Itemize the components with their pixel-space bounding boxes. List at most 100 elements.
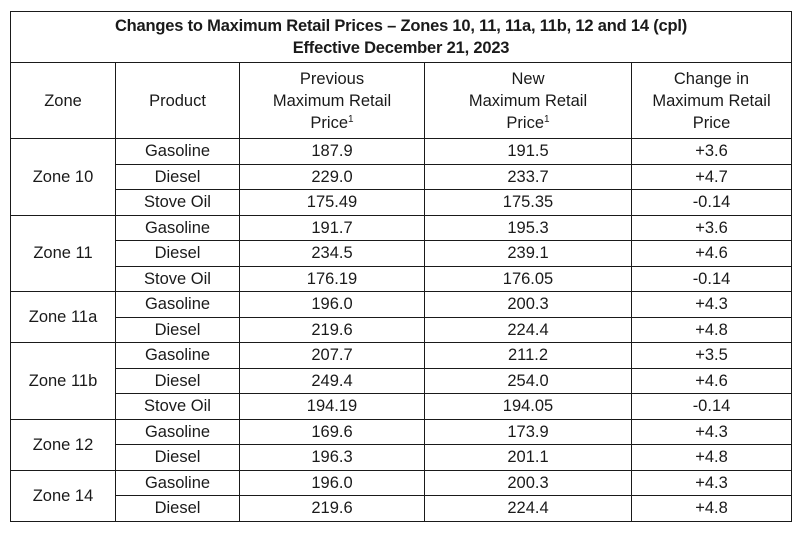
previous-price-cell: 187.9 [239, 138, 425, 165]
footnote-marker: 1 [544, 113, 550, 125]
change-cell: +4.6 [631, 240, 792, 267]
new-price-cell: 195.3 [424, 214, 632, 241]
table-title-line1: Changes to Maximum Retail Prices – Zones… [114, 17, 688, 35]
table-body: Zone 10 Gasoline 187.9 191.5 +3.6 Diesel… [10, 138, 792, 522]
previous-price-cell: 176.19 [239, 265, 425, 292]
product-cell: Stove Oil [115, 189, 240, 216]
product-cell: Stove Oil [115, 265, 240, 292]
table-row: Zone 14 Gasoline 196.0 200.3 +4.3 [10, 469, 792, 522]
previous-price-cell: 219.6 [239, 316, 425, 343]
table-row: Zone 11 Gasoline 191.7 195.3 +3.6 [10, 214, 792, 292]
table-row: Zone 11b Gasoline 207.7 211.2 +3.5 [10, 342, 792, 420]
change-cell: +4.8 [631, 316, 792, 343]
previous-price-cell: 234.5 [239, 240, 425, 267]
new-price-cell: 233.7 [424, 163, 632, 190]
product-cell: Diesel [115, 163, 240, 190]
change-cell: +4.8 [631, 444, 792, 471]
product-cell: Gasoline [115, 469, 240, 496]
table-row: Stove Oil 175.49 175.35 -0.14 [11, 189, 792, 216]
new-price-cell: 176.05 [424, 265, 632, 292]
change-cell: +4.3 [631, 291, 792, 318]
previous-price-cell: 169.6 [239, 418, 425, 445]
header-previous-line3: Price1 [240, 112, 424, 134]
table-title: Changes to Maximum Retail Prices – Zones… [10, 11, 792, 63]
zone-cell: Zone 12 [10, 418, 116, 471]
header-change-line2: Maximum Retail [652, 91, 771, 110]
table-row: Stove Oil 194.19 194.05 -0.14 [11, 393, 792, 420]
previous-price-cell: 196.0 [239, 291, 425, 318]
previous-price-cell: 249.4 [239, 367, 425, 394]
table-row: Zone 10 Gasoline 187.9 191.5 +3.6 [10, 138, 792, 216]
new-price-cell: 173.9 [424, 418, 632, 445]
new-price-cell: 194.05 [424, 393, 632, 420]
new-price-cell: 224.4 [424, 316, 632, 343]
change-cell: +3.6 [631, 214, 792, 241]
product-cell: Gasoline [115, 214, 240, 241]
new-price-cell: 254.0 [424, 367, 632, 394]
table-title-line2: Effective December 21, 2023 [292, 39, 510, 57]
header-new-price-word: Price [506, 113, 545, 132]
table-row: Diesel 234.5 239.1 +4.6 [11, 240, 792, 267]
header-product: Product [115, 62, 240, 139]
change-cell: +3.6 [631, 138, 792, 165]
change-cell: +4.7 [631, 163, 792, 190]
new-price-cell: 175.35 [424, 189, 632, 216]
new-price-cell: 224.4 [424, 495, 632, 522]
product-cell: Diesel [115, 367, 240, 394]
header-zone: Zone [10, 62, 116, 139]
previous-price-cell: 194.19 [239, 393, 425, 420]
change-cell: -0.14 [631, 393, 792, 420]
table-row: Zone 12 Gasoline 169.6 173.9 +4.3 [10, 418, 792, 471]
header-previous-price: Previous Maximum Retail Price1 [239, 62, 425, 139]
header-previous-line2: Maximum Retail [272, 91, 392, 110]
header-previous-line1: Previous [299, 69, 365, 88]
zone-cell: Zone 11 [10, 214, 116, 292]
zone-cell: Zone 10 [10, 138, 116, 216]
change-cell: +4.6 [631, 367, 792, 394]
product-cell: Gasoline [115, 291, 240, 318]
previous-price-cell: 229.0 [239, 163, 425, 190]
footnote-marker: 1 [348, 113, 354, 125]
change-cell: +3.5 [631, 342, 792, 369]
previous-price-cell: 191.7 [239, 214, 425, 241]
new-price-cell: 201.1 [424, 444, 632, 471]
table-row: Zone 11a Gasoline 196.0 200.3 +4.3 [10, 291, 792, 343]
table-row: Diesel 229.0 233.7 +4.7 [11, 163, 792, 190]
previous-price-cell: 219.6 [239, 495, 425, 522]
header-change-line3: Price [692, 113, 731, 132]
new-price-cell: 211.2 [424, 342, 632, 369]
change-cell: +4.3 [631, 469, 792, 496]
table-row: Diesel 219.6 224.4 +4.8 [11, 495, 792, 522]
new-price-cell: 200.3 [424, 291, 632, 318]
previous-price-cell: 196.0 [239, 469, 425, 496]
previous-price-cell: 175.49 [239, 189, 425, 216]
header-previous-price-word: Price [310, 113, 349, 132]
header-new-line2: Maximum Retail [468, 91, 588, 110]
change-cell: +4.8 [631, 495, 792, 522]
product-cell: Diesel [115, 495, 240, 522]
max-retail-price-table: Changes to Maximum Retail Prices – Zones… [10, 11, 792, 522]
header-new-line3: Price1 [425, 112, 631, 134]
change-cell: +4.3 [631, 418, 792, 445]
product-cell: Gasoline [115, 418, 240, 445]
table-row: Stove Oil 176.19 176.05 -0.14 [11, 265, 792, 292]
product-cell: Gasoline [115, 138, 240, 165]
product-cell: Diesel [115, 240, 240, 267]
header-new-line1: New [511, 69, 545, 88]
zone-cell: Zone 11b [10, 342, 116, 420]
table-row: Diesel 249.4 254.0 +4.6 [11, 367, 792, 394]
previous-price-cell: 207.7 [239, 342, 425, 369]
product-cell: Diesel [115, 316, 240, 343]
zone-cell: Zone 14 [10, 469, 116, 522]
table-row: Diesel 196.3 201.1 +4.8 [11, 444, 792, 471]
header-change: Change in Maximum Retail Price [631, 62, 792, 139]
product-cell: Gasoline [115, 342, 240, 369]
table-row: Diesel 219.6 224.4 +4.8 [11, 316, 792, 343]
product-cell: Stove Oil [115, 393, 240, 420]
new-price-cell: 239.1 [424, 240, 632, 267]
change-cell: -0.14 [631, 189, 792, 216]
previous-price-cell: 196.3 [239, 444, 425, 471]
change-cell: -0.14 [631, 265, 792, 292]
product-cell: Diesel [115, 444, 240, 471]
new-price-cell: 200.3 [424, 469, 632, 496]
